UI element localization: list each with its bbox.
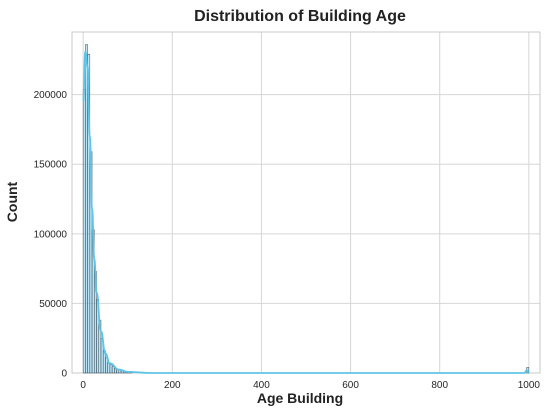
x-axis-label: Age Building: [257, 390, 343, 406]
histogram-bar: [82, 88, 86, 374]
histogram-bar: [107, 363, 111, 374]
y-tick-label: 150000: [34, 160, 68, 171]
x-tick-label: 1000: [518, 380, 541, 391]
x-tick-label: 200: [164, 380, 181, 391]
x-axis-ticks: 0 200 400 600 800 1000: [80, 380, 540, 391]
histogram-bars: [82, 44, 530, 374]
y-axis-ticks: 0 50000 100000 150000 200000: [34, 90, 68, 379]
kde-curve: [82, 50, 530, 374]
chart-title: Distribution of Building Age: [194, 8, 406, 25]
y-tick-label: 50000: [39, 299, 67, 310]
plot-frame: [71, 31, 541, 374]
histogram-bar: [85, 44, 88, 374]
x-tick-label: 800: [431, 380, 448, 391]
x-tick-label: 400: [253, 380, 270, 391]
y-axis-label: Count: [4, 181, 20, 222]
histogram-bar: [109, 364, 113, 374]
histogram-bar: [111, 366, 115, 374]
grid: [72, 32, 540, 374]
x-tick-label: 600: [342, 380, 359, 391]
y-tick-label: 100000: [34, 229, 68, 240]
y-tick-label: 0: [61, 369, 67, 380]
y-tick-label: 200000: [34, 90, 68, 101]
x-tick-label: 0: [80, 380, 86, 391]
